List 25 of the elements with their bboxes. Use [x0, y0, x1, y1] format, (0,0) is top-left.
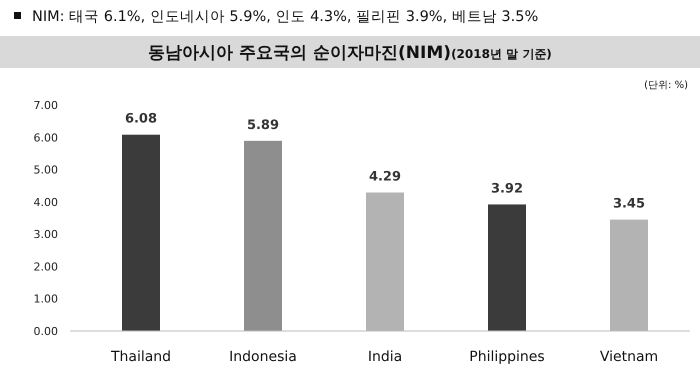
bar: [122, 134, 160, 331]
bar: [244, 140, 282, 331]
x-tick-label: Thailand: [110, 349, 172, 365]
data-label: 5.89: [246, 118, 280, 133]
text: NIM: 태국 6.1%, 인도네시아 5.9%, 인도 4.3%, 필리핀 3.9%, 베트남 3.5%: [32, 9, 538, 25]
y-tick-label: 2.00: [34, 260, 58, 274]
data-label: 3.45: [612, 196, 646, 212]
bar: [488, 204, 526, 331]
y-tick-label: 1.00: [34, 292, 58, 306]
y-axis-title: (단위: %): [644, 80, 688, 91]
y-tick-label: 4.00: [34, 196, 58, 209]
data-label: 3.92: [490, 181, 524, 196]
data-label: 6.08: [124, 112, 158, 127]
y-tick-label: 5.00: [34, 164, 58, 177]
x-tick-label: India: [368, 349, 402, 365]
chart-title: 동남아시아 주요국의 순이자마진(NIM): [148, 43, 452, 63]
chart-subtitle: (2018년 말 기준): [451, 47, 552, 61]
x-tick-label: Philippines: [469, 349, 545, 365]
y-tick-label: 7.00: [34, 99, 58, 112]
y-tick-label: 0.00: [34, 325, 58, 338]
x-tick-label: Vietnam: [600, 349, 658, 365]
y-tick-label: 6.00: [34, 131, 58, 144]
x-tick-label: Indonesia: [229, 349, 297, 365]
data-label: 4.29: [368, 169, 402, 184]
y-tick-label: 3.00: [34, 228, 58, 242]
